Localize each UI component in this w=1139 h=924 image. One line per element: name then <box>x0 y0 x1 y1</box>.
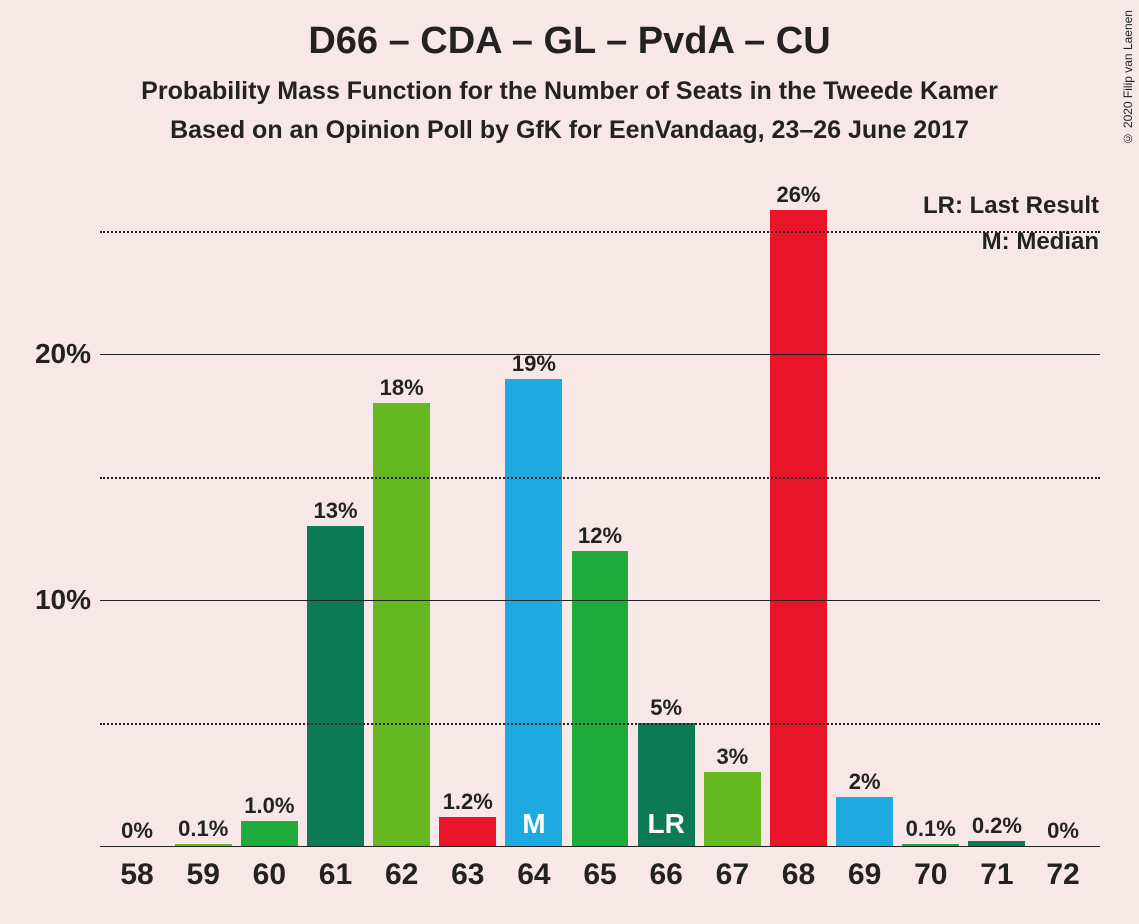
bar <box>836 797 893 846</box>
bar <box>241 821 298 846</box>
bar-slot: 12% <box>567 182 633 846</box>
chart-subtitle-2: Based on an Opinion Poll by GfK for EenV… <box>0 116 1139 145</box>
bars-container: 0% 0.1% 1.0% 13% 18% 1.2% 19%M 12% 5% LR 3% 26% 2% 0.… <box>100 182 1100 846</box>
bar-slot: 19%M <box>501 182 567 846</box>
gridline-minor <box>100 231 1100 233</box>
chart-title: D66 – CDA – GL – PvdA – CU <box>0 20 1139 63</box>
x-tick-label: 62 <box>369 848 435 892</box>
bar-value-label: 0% <box>121 818 153 844</box>
x-tick-label: 71 <box>964 848 1030 892</box>
bar-slot: 3% <box>699 182 765 846</box>
bar-value-label: 26% <box>776 182 820 208</box>
x-axis: 585960616263646566676869707172 <box>100 848 1100 892</box>
bar <box>770 210 827 846</box>
plot-area: 0% 0.1% 1.0% 13% 18% 1.2% 19%M 12% 5% LR 3% 26% 2% 0.… <box>100 182 1100 846</box>
bar-slot: 0.1% <box>170 182 236 846</box>
bar-value-label: 3% <box>716 744 748 770</box>
title-block: D66 – CDA – GL – PvdA – CU Probability M… <box>0 20 1139 155</box>
bar-slot: 0% <box>104 182 170 846</box>
x-tick-label: 59 <box>170 848 236 892</box>
x-tick-label: 58 <box>104 848 170 892</box>
chart-subtitle-1: Probability Mass Function for the Number… <box>0 77 1139 106</box>
bar <box>439 817 496 847</box>
x-tick-label: 60 <box>236 848 302 892</box>
baseline <box>100 846 1100 847</box>
gridline-minor <box>100 723 1100 725</box>
bar-slot: 1.2% <box>435 182 501 846</box>
bar-marker: M <box>522 808 545 840</box>
x-tick-label: 70 <box>898 848 964 892</box>
bar-value-label: 0.1% <box>178 816 228 842</box>
bar-slot: 0.1% <box>898 182 964 846</box>
bar-slot: 26% <box>765 182 831 846</box>
x-tick-label: 69 <box>832 848 898 892</box>
bar-value-label: 0.2% <box>972 813 1022 839</box>
bar-value-label: 12% <box>578 523 622 549</box>
bar-value-label: 18% <box>380 375 424 401</box>
x-tick-label: 61 <box>302 848 368 892</box>
bar-slot: 0% <box>1030 182 1096 846</box>
bar-slot: 13% <box>302 182 368 846</box>
bar-slot: 0.2% <box>964 182 1030 846</box>
bar-value-label: 5% <box>650 695 682 721</box>
bar-value-label: 2% <box>849 769 881 795</box>
x-tick-label: 64 <box>501 848 567 892</box>
y-tick-label: 10% <box>35 584 91 616</box>
bar: M <box>505 379 562 846</box>
bar <box>307 526 364 846</box>
bar-value-label: 13% <box>313 498 357 524</box>
x-tick-label: 72 <box>1030 848 1096 892</box>
bar-marker: LR <box>648 808 685 840</box>
bar: LR <box>638 723 695 846</box>
bar-value-label: 1.2% <box>443 789 493 815</box>
x-tick-label: 63 <box>435 848 501 892</box>
gridline-minor <box>100 477 1100 479</box>
bar-value-label: 0% <box>1047 818 1079 844</box>
bar <box>373 403 430 846</box>
bar-slot: 5% LR <box>633 182 699 846</box>
chart-wrapper: © 2020 Filip van Laenen D66 – CDA – GL –… <box>0 0 1139 924</box>
x-tick-label: 65 <box>567 848 633 892</box>
x-tick-label: 66 <box>633 848 699 892</box>
bar <box>572 551 629 846</box>
gridline-major <box>100 600 1100 601</box>
bar-value-label: 0.1% <box>906 816 956 842</box>
bar <box>704 772 761 846</box>
x-tick-label: 68 <box>765 848 831 892</box>
y-tick-label: 20% <box>35 338 91 370</box>
bar-slot: 18% <box>369 182 435 846</box>
bar-value-label: 1.0% <box>244 793 294 819</box>
bar-slot: 2% <box>832 182 898 846</box>
x-tick-label: 67 <box>699 848 765 892</box>
gridline-major <box>100 354 1100 355</box>
bar-slot: 1.0% <box>236 182 302 846</box>
